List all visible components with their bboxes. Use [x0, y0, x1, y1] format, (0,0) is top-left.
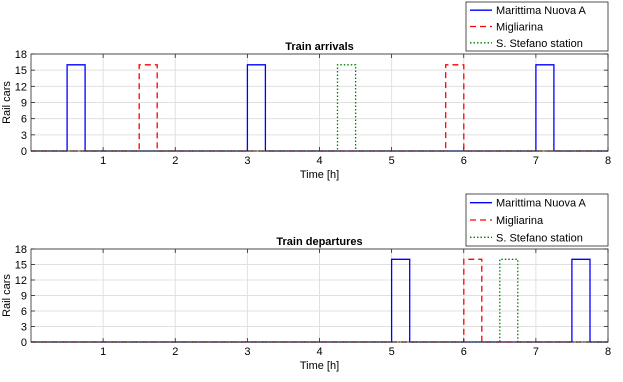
x-tick-label: 8 — [605, 155, 611, 167]
y-tick-label: 9 — [21, 98, 27, 110]
chart-title: Train arrivals — [285, 41, 354, 53]
x-tick-label: 2 — [172, 346, 178, 358]
x-tick-label: 4 — [316, 155, 322, 167]
y-tick-label: 0 — [21, 337, 27, 349]
legend: Marittima Nuova A Migliarina S. Stefano st… — [465, 193, 609, 247]
legend-label: S. Stefano station — [496, 232, 583, 244]
x-axis-label: Time [h] — [300, 169, 339, 181]
legend-label: Migliarina — [496, 22, 544, 34]
y-axis-label: Rail cars — [1, 274, 13, 317]
legend-label: Migliarina — [496, 215, 544, 227]
legend-label: S. Stefano station — [496, 38, 583, 50]
x-tick-label: 1 — [100, 155, 106, 167]
legend-label: Marittima Nuova A — [496, 198, 587, 210]
y-tick-label: 12 — [15, 275, 27, 287]
x-tick-label: 3 — [244, 346, 250, 358]
x-tick-label: 1 — [100, 346, 106, 358]
series-line-2 — [31, 258, 608, 343]
x-tick-label: 6 — [461, 155, 467, 167]
x-tick-label: 6 — [461, 346, 467, 358]
y-tick-label: 15 — [15, 65, 27, 77]
y-tick-label: 6 — [21, 306, 27, 318]
chart-title: Train departures — [276, 236, 362, 248]
y-tick-label: 9 — [21, 291, 27, 303]
x-axis-label: Time [h] — [300, 360, 339, 372]
y-tick-label: 0 — [21, 146, 27, 158]
y-tick-label: 3 — [21, 322, 27, 334]
y-axis-label: Rail cars — [1, 81, 13, 124]
x-tick-label: 5 — [389, 155, 395, 167]
y-tick-label: 3 — [21, 130, 27, 142]
legend-label: Marittima Nuova A — [496, 5, 587, 17]
series-line-0 — [31, 64, 608, 152]
legend: Marittima Nuova A Migliarina S. Stefano st… — [465, 1, 609, 52]
x-tick-label: 5 — [389, 346, 395, 358]
x-tick-label: 2 — [172, 155, 178, 167]
x-tick-label: 7 — [533, 346, 539, 358]
y-tick-label: 18 — [15, 244, 27, 256]
y-tick-label: 12 — [15, 81, 27, 93]
x-tick-label: 7 — [533, 155, 539, 167]
y-tick-label: 6 — [21, 114, 27, 126]
x-tick-label: 8 — [605, 346, 611, 358]
x-tick-label: 3 — [244, 155, 250, 167]
x-tick-label: 4 — [316, 346, 322, 358]
y-tick-label: 18 — [15, 49, 27, 61]
y-tick-label: 15 — [15, 260, 27, 272]
